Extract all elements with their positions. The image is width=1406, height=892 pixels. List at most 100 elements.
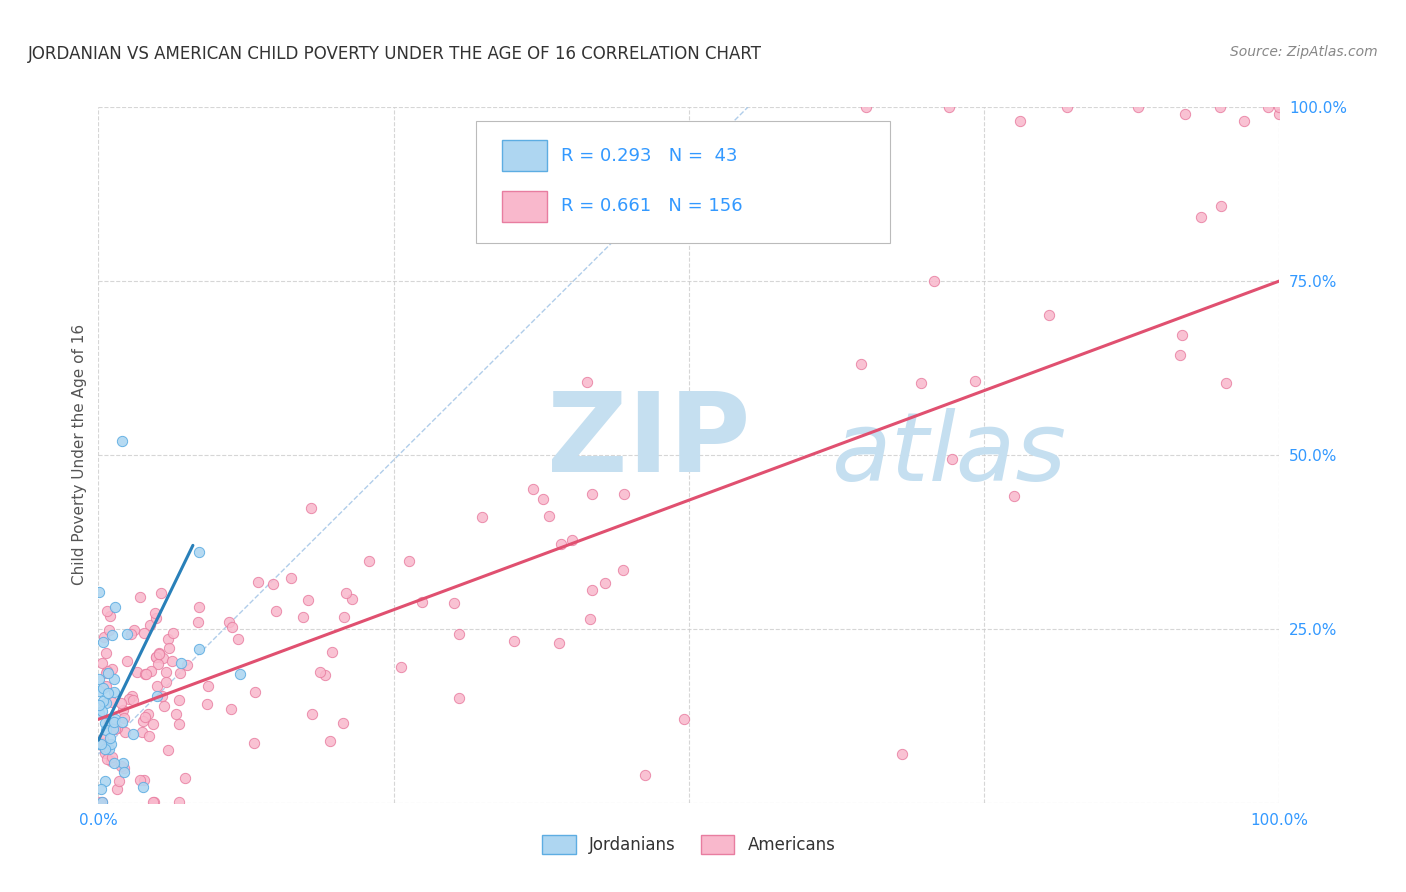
Point bbox=[98, 623, 121, 637]
Point bbox=[1257, 100, 1279, 114]
Point bbox=[131, 724, 153, 739]
Point bbox=[122, 727, 145, 741]
Point bbox=[160, 654, 183, 668]
Point bbox=[188, 600, 211, 615]
Point bbox=[965, 374, 987, 388]
Point bbox=[1268, 107, 1291, 121]
Point bbox=[100, 750, 122, 764]
Point bbox=[221, 702, 243, 716]
Point bbox=[1209, 100, 1232, 114]
Point bbox=[297, 592, 319, 607]
Point bbox=[634, 768, 657, 782]
Point bbox=[98, 714, 121, 729]
Point bbox=[103, 756, 125, 770]
Point bbox=[132, 626, 155, 640]
Point bbox=[503, 633, 526, 648]
Point bbox=[103, 673, 125, 687]
Point bbox=[522, 482, 544, 496]
Point bbox=[145, 610, 167, 624]
Point bbox=[89, 673, 111, 687]
Point bbox=[155, 665, 177, 679]
Point bbox=[167, 693, 190, 707]
Point bbox=[157, 640, 180, 655]
Point bbox=[114, 724, 136, 739]
Point bbox=[167, 795, 190, 809]
Point bbox=[121, 693, 143, 707]
Point bbox=[101, 628, 124, 642]
Point bbox=[91, 739, 114, 753]
Point bbox=[155, 674, 177, 689]
Point bbox=[91, 795, 114, 809]
Point bbox=[104, 723, 127, 737]
Point bbox=[321, 645, 343, 659]
Point bbox=[94, 746, 117, 760]
Point bbox=[941, 452, 963, 467]
Point bbox=[91, 694, 114, 708]
Point bbox=[398, 553, 420, 567]
Point bbox=[197, 679, 219, 693]
Point bbox=[121, 689, 143, 703]
FancyBboxPatch shape bbox=[502, 191, 547, 222]
Point bbox=[101, 696, 124, 710]
Point bbox=[143, 607, 166, 621]
Point bbox=[851, 357, 873, 371]
Point bbox=[229, 667, 252, 681]
Point bbox=[94, 666, 117, 681]
Point bbox=[96, 686, 118, 700]
Point bbox=[96, 752, 118, 766]
Point bbox=[87, 683, 110, 698]
Point bbox=[128, 591, 150, 605]
Point bbox=[100, 755, 122, 769]
Point bbox=[138, 729, 160, 743]
Point bbox=[264, 604, 287, 618]
Point bbox=[531, 491, 554, 506]
Point bbox=[548, 635, 571, 649]
Point bbox=[94, 646, 117, 660]
Point bbox=[138, 618, 160, 632]
Point bbox=[89, 585, 111, 599]
Point bbox=[1189, 210, 1212, 224]
Text: R = 0.661   N = 156: R = 0.661 N = 156 bbox=[561, 197, 742, 215]
Point bbox=[134, 710, 156, 724]
Point bbox=[449, 690, 471, 705]
Point bbox=[94, 773, 117, 788]
Point bbox=[922, 274, 945, 288]
Point bbox=[110, 759, 132, 773]
Point bbox=[96, 604, 118, 618]
Point bbox=[1008, 114, 1031, 128]
Point bbox=[333, 610, 356, 624]
Point bbox=[110, 696, 132, 710]
Point bbox=[120, 627, 142, 641]
Point bbox=[443, 596, 465, 610]
Point bbox=[107, 721, 129, 735]
Point bbox=[103, 715, 125, 730]
Point bbox=[152, 650, 174, 665]
Point bbox=[96, 696, 118, 710]
Point bbox=[550, 536, 572, 550]
Point bbox=[1268, 100, 1291, 114]
Text: JORDANIAN VS AMERICAN CHILD POVERTY UNDER THE AGE OF 16 CORRELATION CHART: JORDANIAN VS AMERICAN CHILD POVERTY UNDE… bbox=[28, 45, 762, 62]
Point bbox=[90, 781, 112, 796]
Point bbox=[146, 657, 169, 672]
Point bbox=[471, 509, 494, 524]
Point bbox=[132, 773, 155, 788]
Point bbox=[226, 632, 249, 647]
Point bbox=[335, 586, 357, 600]
Point bbox=[122, 623, 145, 637]
Point bbox=[537, 508, 560, 523]
Point bbox=[165, 706, 187, 721]
Point bbox=[176, 657, 198, 672]
Point bbox=[247, 575, 270, 590]
Point bbox=[187, 545, 209, 559]
Point bbox=[910, 376, 932, 390]
Point bbox=[195, 697, 218, 711]
Point bbox=[262, 577, 284, 591]
Point bbox=[136, 706, 159, 721]
Point bbox=[112, 756, 135, 770]
Point bbox=[1233, 114, 1256, 128]
FancyBboxPatch shape bbox=[502, 140, 547, 171]
Point bbox=[280, 571, 302, 585]
Point bbox=[87, 738, 110, 752]
Point bbox=[96, 665, 118, 679]
Point bbox=[938, 100, 960, 114]
